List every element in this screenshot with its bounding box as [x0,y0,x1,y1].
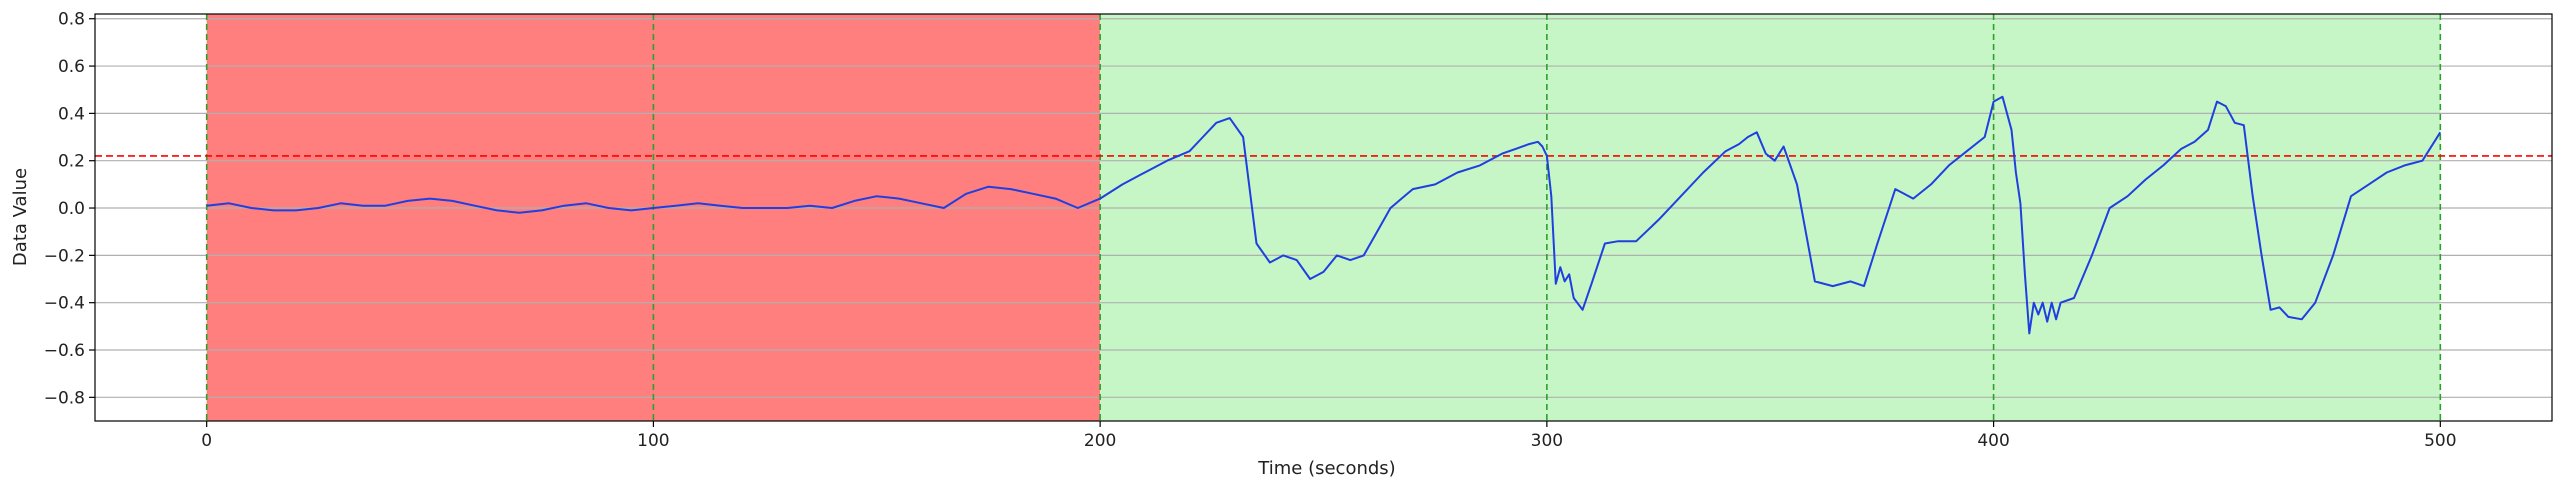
x-tick-label: 300 [1531,431,1563,451]
plot-area [95,14,2552,421]
x-tick-label: 400 [1977,431,2009,451]
y-tick-label: −0.4 [44,294,85,314]
x-axis-label: Time (seconds) [1257,458,1395,479]
series-line-0 [206,95,2442,335]
x-tick-label: 100 [637,431,669,451]
y-tick-label: −0.6 [44,341,85,361]
y-tick-label: 0.0 [58,199,85,219]
x-tick-label: 200 [1084,431,1116,451]
y-tick-label: 0.6 [58,57,85,77]
axes: 0 100 200 300 400 500 −0.8 −0.6 −0.4 −0.2 0.0 0.2 0.… [44,10,2553,451]
y-tick-label: 0.2 [58,152,85,172]
y-tick-label: −0.2 [44,246,85,266]
y-tick-label: 0.8 [58,10,85,30]
axes-frame [94,13,2553,422]
y-axis-label: Data Value [10,168,31,266]
x-tick-label: 500 [2424,431,2456,451]
x-tick-label: 0 [201,431,212,451]
region-1 [1100,14,2441,421]
y-tick-label: 0.4 [58,104,85,124]
y-tick-label: −0.8 [44,388,85,408]
